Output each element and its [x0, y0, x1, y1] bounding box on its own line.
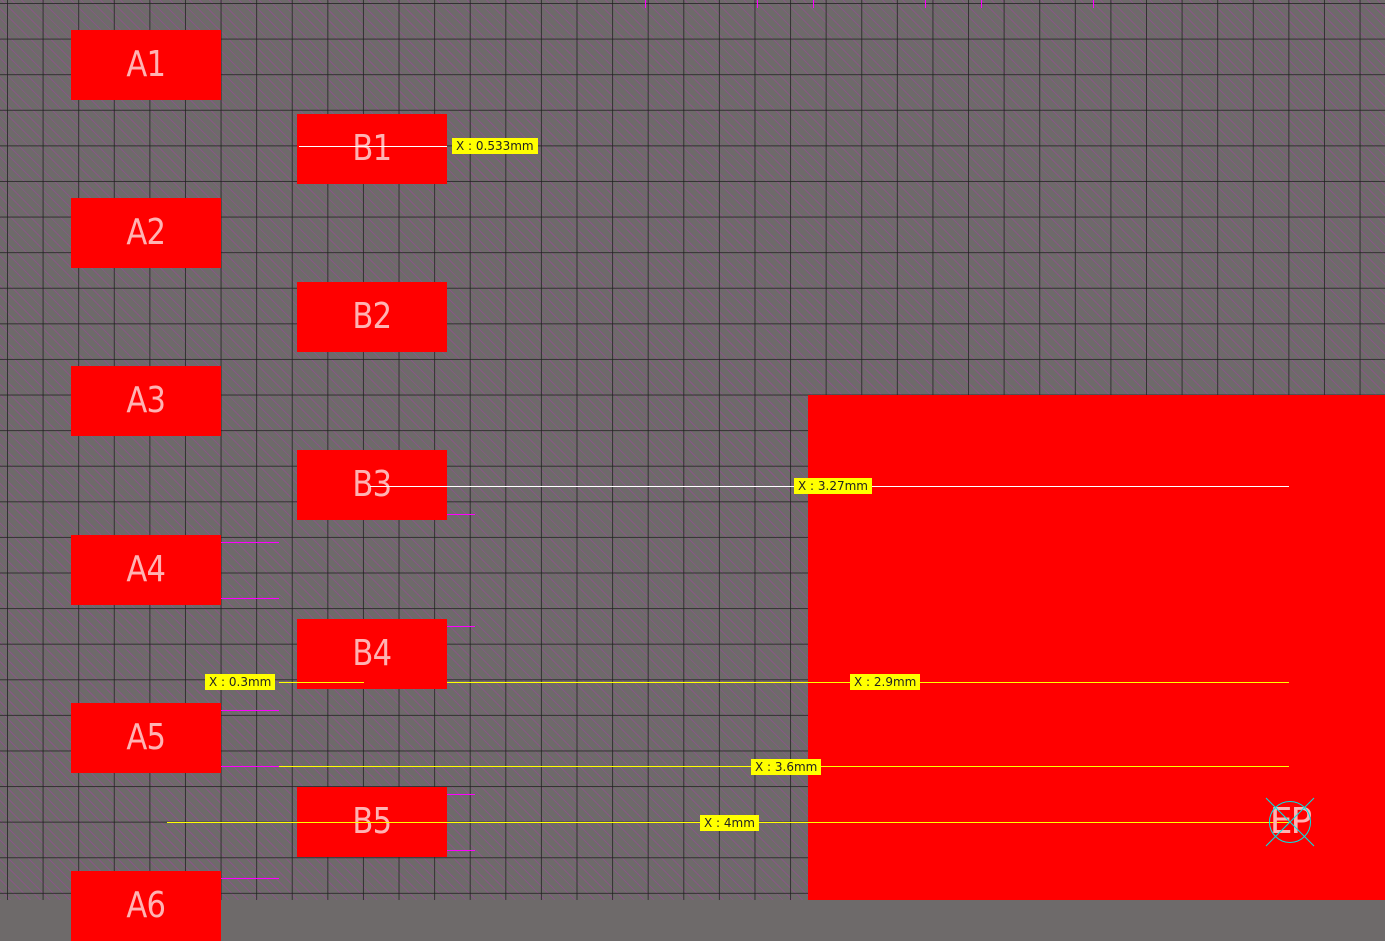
outline-segment: [221, 710, 279, 711]
measurement-line: [299, 146, 447, 147]
pad-b2[interactable]: B2: [297, 282, 447, 352]
pad-b3[interactable]: B3: [297, 450, 447, 520]
pad-label: B5: [352, 801, 393, 842]
outline-tick: [813, 0, 814, 8]
pad-label: B2: [352, 296, 393, 337]
pad-label: A2: [126, 212, 167, 253]
outline-tick: [981, 0, 982, 8]
pad-label: A5: [126, 717, 167, 758]
outline-tick: [645, 0, 646, 8]
pad-label: B1: [352, 128, 393, 169]
outline-segment: [447, 514, 475, 515]
pad-a2[interactable]: A2: [71, 198, 221, 268]
outline-tick: [925, 0, 926, 8]
pad-label: A1: [126, 44, 167, 85]
measurement-label: X : 0.3mm: [205, 674, 276, 690]
pad-a6[interactable]: A6: [71, 871, 221, 941]
pad-a4[interactable]: A4: [71, 535, 221, 605]
pad-a1[interactable]: A1: [71, 30, 221, 100]
pad-a5[interactable]: A5: [71, 703, 221, 773]
pad-a3[interactable]: A3: [71, 366, 221, 436]
ep-origin-marker-icon: [1265, 797, 1315, 847]
pad-b1[interactable]: B1: [297, 114, 447, 184]
pad-b4[interactable]: B4: [297, 619, 447, 689]
outline-segment: [447, 626, 475, 627]
measurement-line: [279, 682, 364, 683]
measurement-label: X : 3.27mm: [794, 478, 872, 494]
outline-segment: [221, 598, 279, 599]
measurement-label: X : 4mm: [700, 815, 759, 831]
outline-segment: [221, 766, 279, 767]
outline-segment: [221, 542, 279, 543]
measurement-label: X : 3.6mm: [751, 759, 822, 775]
outline-tick: [757, 0, 758, 8]
pad-label: B3: [352, 464, 393, 505]
outline-segment: [221, 878, 279, 879]
outline-tick: [1093, 0, 1094, 8]
outline-segment: [447, 850, 475, 851]
measurement-label: X : 0.533mm: [452, 138, 538, 154]
pad-label: B4: [352, 633, 393, 674]
pad-label: A4: [126, 549, 167, 590]
pad-label: A6: [126, 885, 167, 926]
measurement-label: X : 2.9mm: [850, 674, 921, 690]
outline-segment: [447, 794, 475, 795]
pad-label: A3: [126, 380, 167, 421]
